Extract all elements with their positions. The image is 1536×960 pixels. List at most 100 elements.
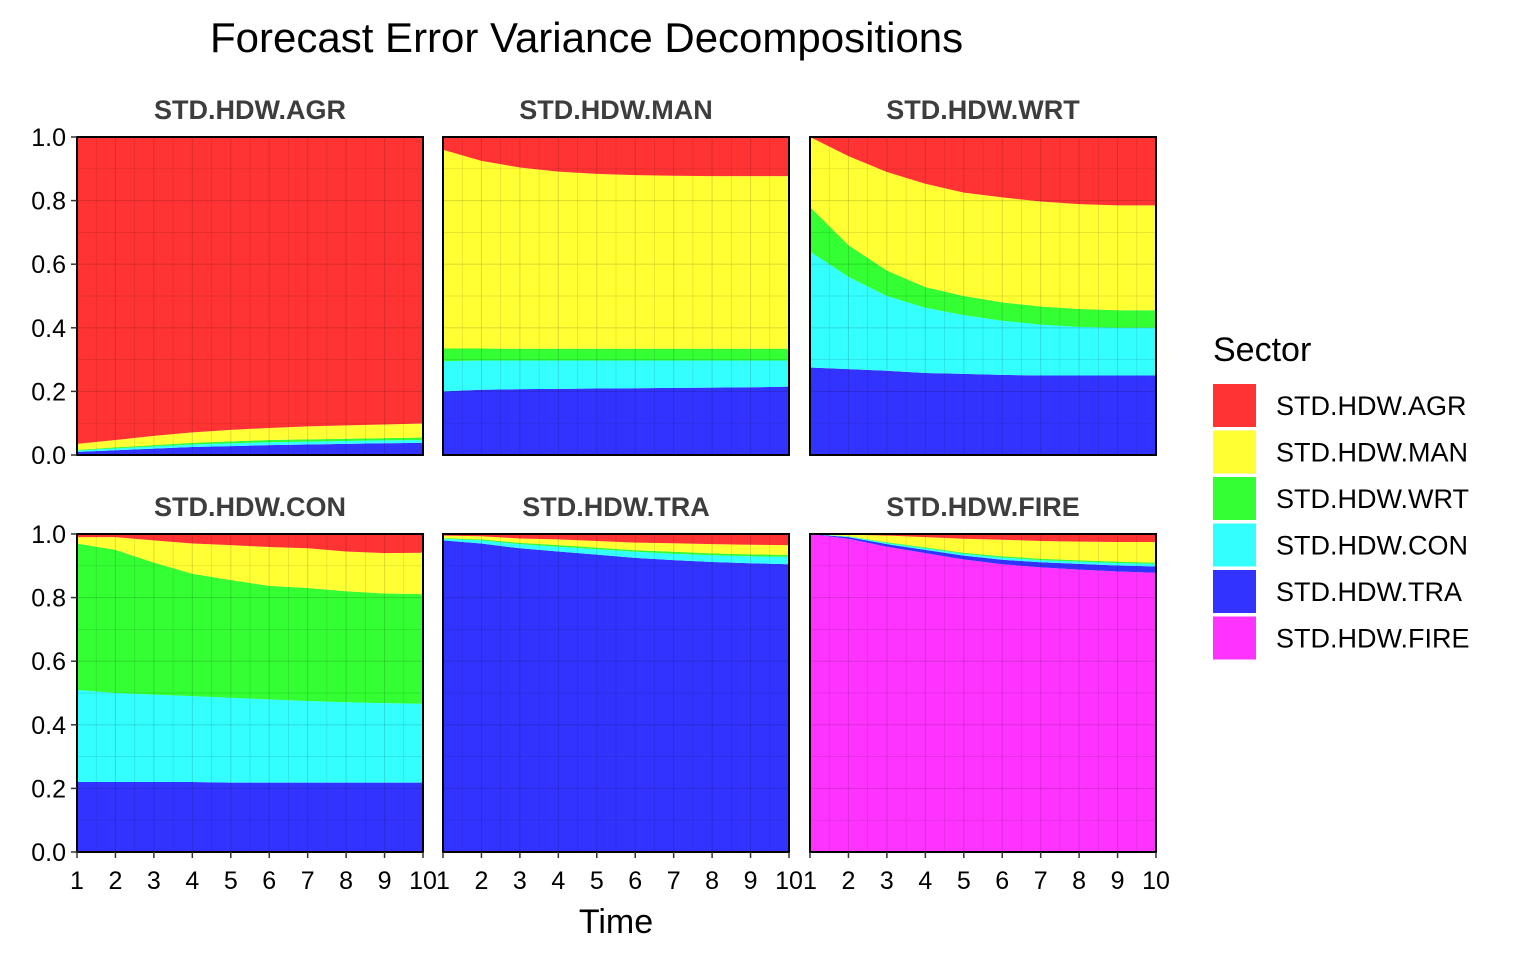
x-tick-label: 10 — [409, 867, 437, 895]
area-std-hdw-agr-std-hdw-con — [77, 440, 423, 452]
x-tick-label: 9 — [744, 867, 758, 895]
strip-label-std-hdw-tra: STD.HDW.TRA — [522, 492, 709, 522]
area-std-hdw-agr-std-hdw-agr — [77, 137, 423, 444]
strip-label-std-hdw-man: STD.HDW.MAN — [519, 95, 712, 125]
area-std-hdw-con-std-hdw-con — [77, 689, 423, 783]
strip-label-std-hdw-wrt: STD.HDW.WRT — [886, 95, 1080, 125]
panel-border-std-hdw-fire — [809, 533, 1157, 853]
y-tick-label: 1.0 — [31, 521, 66, 549]
area-std-hdw-con-std-hdw-agr — [77, 534, 423, 554]
legend-label-std-hdw-con: STD.HDW.CON — [1276, 531, 1468, 561]
panel-border-std-hdw-wrt — [809, 136, 1157, 456]
legend-key-std-hdw-man — [1213, 430, 1256, 474]
panel-std-hdw-tra: STD.HDW.TRA 1 2 3 4 5 6 7 8 9 10 — [436, 492, 803, 895]
x-tick-label: 7 — [301, 867, 315, 895]
x-tick-label: 10 — [775, 867, 803, 895]
area-std-hdw-fire-std-hdw-man — [810, 534, 1156, 563]
y-tick-label: 0.0 — [31, 839, 66, 867]
y-tick-label: 0.6 — [31, 648, 66, 676]
area-std-hdw-tra-std-hdw-tra — [443, 540, 789, 852]
area-std-hdw-man-std-hdw-man — [443, 149, 789, 349]
x-axis-label: Time — [579, 903, 653, 941]
area-std-hdw-fire-std-hdw-agr — [810, 534, 1156, 542]
area-std-hdw-con-std-hdw-wrt — [77, 543, 423, 704]
x-tick-label: 10 — [1142, 867, 1170, 895]
legend-key-std-hdw-fire — [1213, 616, 1256, 660]
y-tick-label: 1.0 — [31, 124, 66, 152]
area-std-hdw-tra-std-hdw-wrt — [443, 538, 789, 557]
x-tick-label: 6 — [628, 867, 642, 895]
area-std-hdw-wrt-std-hdw-wrt — [810, 206, 1156, 328]
x-tick-label: 2 — [108, 867, 122, 895]
legend-key-std-hdw-tra — [1213, 570, 1256, 613]
area-std-hdw-man-std-hdw-agr — [443, 137, 789, 177]
panel-std-hdw-fire: STD.HDW.FIRE 1 2 3 4 5 6 7 8 9 10 — [803, 492, 1170, 895]
area-std-hdw-fire-std-hdw-fire — [810, 534, 1156, 852]
panel-border-std-hdw-man — [442, 136, 790, 456]
x-tick-label: 9 — [378, 867, 392, 895]
x-tick-label: 8 — [339, 867, 353, 895]
panel-std-hdw-agr: STD.HDW.AGR 0.0 0.2 0.4 0.6 0.8 1.0 — [31, 95, 424, 470]
strip-label-std-hdw-agr: STD.HDW.AGR — [154, 95, 346, 125]
x-tick-label: 8 — [705, 867, 719, 895]
facet-panels: STD.HDW.AGR 0.0 0.2 0.4 0.6 0.8 1.0 STD.HDW.MAN… — [31, 95, 1170, 895]
x-tick-label: 1 — [70, 867, 84, 895]
legend-key-std-hdw-con — [1213, 523, 1256, 567]
area-std-hdw-agr-std-hdw-tra — [77, 442, 423, 455]
y-tick-label: 0.6 — [31, 251, 66, 279]
area-std-hdw-fire-std-hdw-tra — [810, 534, 1156, 573]
legend: Sector STD.HDW.AGR STD.HDW.MAN STD.HDW.WRT… — [1213, 331, 1470, 660]
x-tick-label: 6 — [995, 867, 1009, 895]
legend-label-std-hdw-wrt: STD.HDW.WRT — [1276, 484, 1469, 514]
y-tick-label: 0.2 — [31, 775, 66, 803]
x-tick-label: 2 — [474, 867, 488, 895]
legend-label-std-hdw-fire: STD.HDW.FIRE — [1276, 624, 1470, 654]
area-std-hdw-man-std-hdw-tra — [443, 386, 789, 455]
y-tick-label: 0.0 — [31, 442, 66, 470]
area-std-hdw-wrt-std-hdw-con — [810, 251, 1156, 376]
legend-title: Sector — [1213, 331, 1311, 369]
panel-border-std-hdw-con — [76, 533, 424, 853]
area-std-hdw-wrt-std-hdw-man — [810, 137, 1156, 311]
area-std-hdw-con-std-hdw-tra — [77, 782, 423, 852]
x-tick-label: 3 — [513, 867, 527, 895]
panel-std-hdw-wrt: STD.HDW.WRT — [809, 95, 1157, 456]
x-tick-label: 4 — [918, 867, 932, 895]
area-std-hdw-wrt-std-hdw-tra — [810, 367, 1156, 455]
area-std-hdw-tra-std-hdw-agr — [443, 534, 789, 546]
panel-border-std-hdw-agr — [76, 136, 424, 456]
x-tick-label: 5 — [590, 867, 604, 895]
strip-label-std-hdw-fire: STD.HDW.FIRE — [886, 492, 1080, 522]
x-tick-label: 5 — [957, 867, 971, 895]
area-std-hdw-agr-std-hdw-wrt — [77, 437, 423, 451]
grid-std-hdw-con — [76, 533, 424, 853]
panel-std-hdw-con: STD.HDW.CON 0.0 0.2 0.4 0.6 0.8 1.0 1 2 3 4 5 6 7 8 9 10 — [31, 492, 437, 895]
panel-std-hdw-man: STD.HDW.MAN — [442, 95, 790, 456]
area-std-hdw-wrt-std-hdw-agr — [810, 137, 1156, 206]
legend-key-std-hdw-agr — [1213, 384, 1256, 427]
x-tick-label: 2 — [841, 867, 855, 895]
y-tick-label: 0.8 — [31, 585, 66, 613]
x-tick-label: 1 — [803, 867, 817, 895]
legend-label-std-hdw-agr: STD.HDW.AGR — [1276, 391, 1467, 421]
y-tick-label: 0.8 — [31, 188, 66, 216]
area-std-hdw-man-std-hdw-wrt — [443, 348, 789, 362]
area-std-hdw-tra-std-hdw-con — [443, 538, 789, 565]
strip-label-std-hdw-con: STD.HDW.CON — [154, 492, 346, 522]
area-std-hdw-con-std-hdw-man — [77, 537, 423, 595]
x-tick-label: 8 — [1072, 867, 1086, 895]
x-tick-label: 5 — [224, 867, 238, 895]
x-tick-label: 1 — [436, 867, 450, 895]
x-tick-label: 4 — [185, 867, 199, 895]
x-tick-label: 3 — [147, 867, 161, 895]
x-tick-label: 3 — [880, 867, 894, 895]
area-std-hdw-man-std-hdw-con — [443, 360, 789, 392]
chart-title: Forecast Error Variance Decompositions — [210, 14, 963, 61]
panel-border-std-hdw-tra — [442, 533, 790, 853]
x-tick-label: 7 — [1034, 867, 1048, 895]
legend-label-std-hdw-man: STD.HDW.MAN — [1276, 438, 1468, 468]
area-std-hdw-tra-std-hdw-man — [443, 535, 789, 555]
x-tick-label: 6 — [262, 867, 276, 895]
legend-label-std-hdw-tra: STD.HDW.TRA — [1276, 577, 1462, 607]
